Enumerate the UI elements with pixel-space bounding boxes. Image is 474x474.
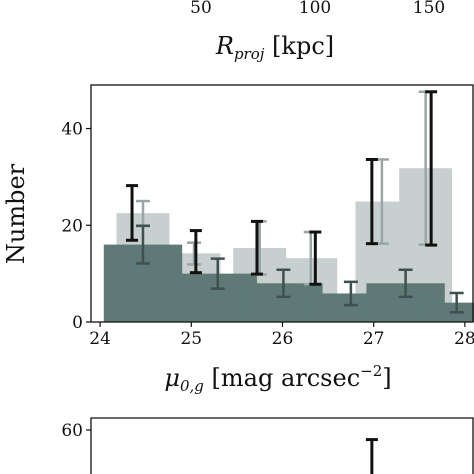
- top-axis-tick-label: 100: [299, 0, 331, 18]
- x-tick-label: 26: [272, 329, 294, 349]
- xlabel-space: [204, 364, 212, 392]
- error-bar: [126, 184, 139, 242]
- top-axis-ticks: 50 100 150: [190, 0, 445, 18]
- error-bar-dark: [210, 257, 225, 290]
- xlabel-superscript: −2: [360, 362, 382, 380]
- bar-dark: [417, 302, 474, 322]
- error-bar: [309, 230, 322, 286]
- xlabel-symbol: μ: [164, 364, 180, 392]
- main-chart-ylabel: Number: [2, 163, 30, 264]
- x-tick-label: 25: [180, 329, 202, 349]
- error-bar: [425, 90, 438, 247]
- error-bar-dark: [343, 280, 358, 307]
- bottom-chart-frame: [90, 417, 474, 474]
- xlabel-unit: [mag arcsec: [212, 364, 361, 392]
- error-bar-dark: [449, 291, 464, 314]
- bottom-chart-error-bars: [365, 438, 378, 474]
- top-axis-tick-label: 150: [413, 0, 445, 18]
- bottom-chart: 60: [61, 417, 474, 474]
- error-bar: [189, 229, 202, 275]
- top-axis-label-subscript: proj: [234, 45, 265, 63]
- error-bar-light: [187, 241, 202, 266]
- x-tick-label: 28: [454, 329, 474, 349]
- main-chart-y-ticks: 0 20 40: [61, 120, 91, 333]
- y-tick-label: 40: [61, 120, 83, 140]
- error-bar-dark: [135, 224, 150, 265]
- top-axis-label: Rproj [kpc]: [215, 32, 334, 63]
- error-bar: [250, 219, 263, 276]
- main-chart-x-ticks: 24 25 26 27 28: [89, 322, 474, 349]
- top-axis-label-unit-text: [kpc]: [272, 32, 334, 60]
- bottom-error-bar: [365, 438, 378, 474]
- bottom-y-tick-label: 60: [61, 421, 83, 441]
- y-tick-label: 20: [61, 216, 83, 236]
- main-chart-bars: [103, 168, 474, 322]
- main-chart: 24 25 26 27 28 0 20 40 Number μ0,g [mag arcsec…: [2, 84, 474, 395]
- main-chart-xlabel: μ0,g [mag arcsec−2]: [164, 362, 391, 395]
- top-axis: 50 100 150 Rproj [kpc]: [190, 0, 445, 63]
- error-bar-dark: [398, 268, 413, 299]
- main-chart-error-bars: [126, 90, 464, 314]
- bottom-chart-y-ticks: 60: [61, 421, 91, 441]
- error-bar: [365, 157, 378, 246]
- x-tick-label: 27: [363, 329, 385, 349]
- top-axis-tick-label: 50: [190, 0, 212, 18]
- y-tick-label: 0: [72, 313, 83, 333]
- error-bar-dark: [276, 268, 291, 299]
- x-tick-label: 24: [89, 329, 111, 349]
- xlabel-close-bracket: ]: [382, 364, 391, 392]
- xlabel-subscript: 0,g: [180, 377, 204, 395]
- top-axis-label-symbol: R: [215, 32, 234, 60]
- top-axis-label-unit: [264, 32, 272, 60]
